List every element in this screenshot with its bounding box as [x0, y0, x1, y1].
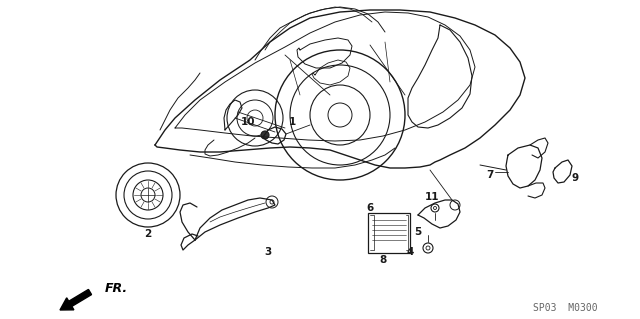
Text: 7: 7 [486, 170, 493, 180]
Text: 11: 11 [425, 192, 439, 202]
Text: 6: 6 [366, 203, 374, 213]
Circle shape [261, 131, 269, 139]
Text: SP03  M0300: SP03 M0300 [532, 303, 597, 313]
Text: 8: 8 [380, 255, 387, 265]
Text: FR.: FR. [105, 281, 128, 294]
Text: 3: 3 [264, 247, 271, 257]
Text: 5: 5 [414, 227, 422, 237]
Bar [368, 213, 410, 253]
Text: 9: 9 [572, 173, 579, 183]
Text: 10: 10 [241, 117, 255, 127]
Text: 1: 1 [289, 117, 296, 127]
Text: 2: 2 [145, 229, 152, 239]
Text: 4: 4 [406, 247, 413, 257]
FancyArrow shape [60, 289, 92, 310]
